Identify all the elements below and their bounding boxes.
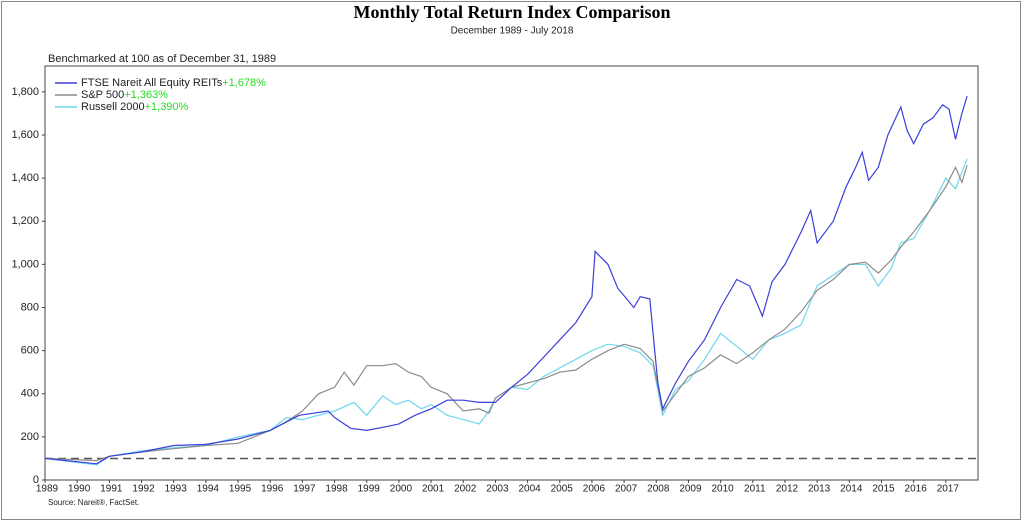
legend-change: +1,678% [222,77,266,89]
legend-label: Russell 2000+1,390% [81,101,189,113]
y-tick-label: 1,800 [11,86,39,98]
x-tick-label: 2001 [422,484,445,495]
y-tick-label: 1,600 [11,129,39,141]
x-tick-label: 2000 [390,484,413,495]
x-tick-label: 2007 [615,484,638,495]
x-tick-label: 2009 [679,484,702,495]
legend-change: +1,363% [124,89,168,101]
x-tick-label: 2014 [840,484,863,495]
legend-change: +1,390% [145,101,189,113]
legend-name: Russell 2000 [81,101,145,113]
y-tick-label: 600 [21,345,39,357]
chart-title: Monthly Total Return Index Comparison [353,2,670,22]
x-tick-label: 2003 [486,484,509,495]
x-tick-label: 1993 [165,484,188,495]
plot-frame [44,65,979,481]
x-tick-label: 2015 [872,484,895,495]
series-line [44,96,968,465]
x-tick-label: 1992 [132,484,155,495]
x-tick-label: 1995 [229,484,252,495]
x-tick-label: 2010 [711,484,734,495]
x-tick-label: 2017 [937,484,960,495]
x-tick-label: 2011 [744,484,766,495]
x-tick-label: 2016 [905,484,928,495]
x-tick-label: 1997 [293,484,316,495]
x-tick-label: 1998 [325,484,348,495]
y-tick-label: 200 [21,431,39,443]
x-tick-label: 1990 [68,484,91,495]
legend-name: FTSE Nareit All Equity REITs [81,77,223,89]
x-tick-label: 2002 [454,484,477,495]
note: Benchmarked at 100 as of December 31, 19… [48,53,276,65]
y-tick-label: 1,200 [11,215,39,227]
x-tick-label: 2013 [808,484,831,495]
x-tick-label: 1991 [100,484,123,495]
x-tick-label: 1999 [358,484,381,495]
y-tick-label: 800 [21,301,39,313]
x-tick-label: 2004 [518,484,541,495]
series-line [44,158,968,466]
x-tick-label: 1994 [197,484,220,495]
x-tick-label: 2005 [551,484,574,495]
x-tick-label: 2008 [647,484,670,495]
y-tick-label: 1,400 [11,172,39,184]
y-tick-label: 400 [21,388,39,400]
legend-label: S&P 500+1,363% [81,89,168,101]
x-tick-label: 1989 [36,484,59,495]
source: Source: Nareit®, FactSet. [48,498,139,507]
legend-label: FTSE Nareit All Equity REITs+1,678% [81,77,266,89]
y-tick-label: 0 [33,474,39,486]
chart-subtitle: December 1989 - July 2018 [451,26,574,37]
legend-name: S&P 500 [81,89,124,101]
y-tick-label: 1,000 [11,258,39,270]
x-tick-label: 2012 [776,484,799,495]
series-line [44,165,968,462]
x-tick-label: 1996 [261,484,284,495]
x-tick-label: 2006 [583,484,606,495]
